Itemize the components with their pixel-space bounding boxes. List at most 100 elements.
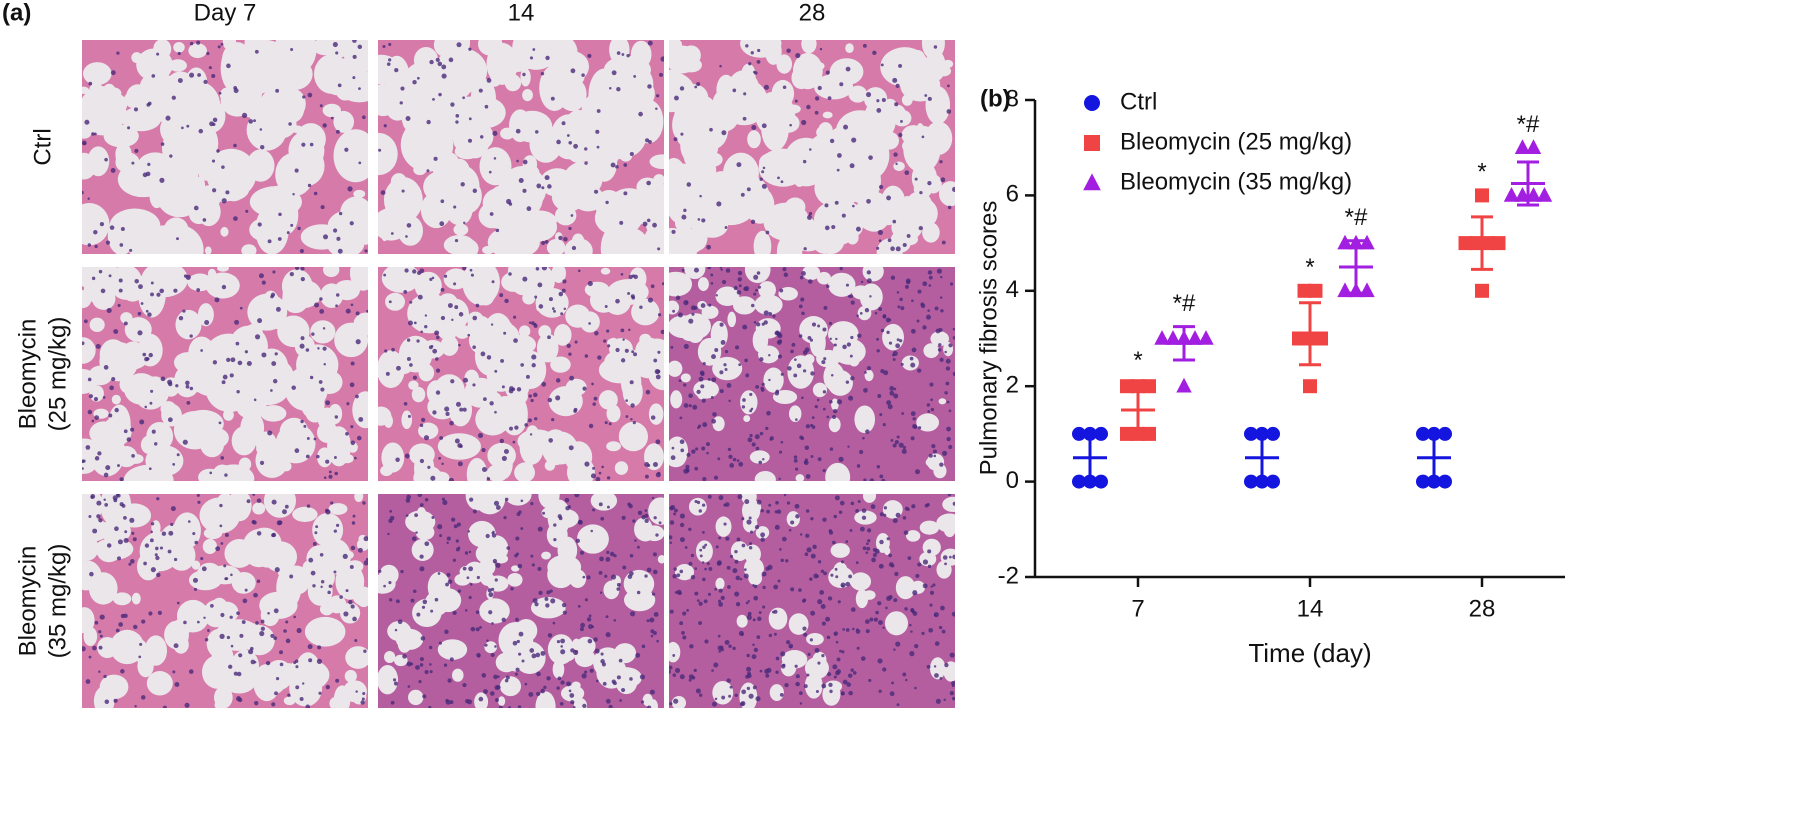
nucleus	[808, 279, 813, 284]
nucleus	[802, 350, 808, 355]
nucleus	[171, 95, 176, 100]
nucleus	[720, 340, 726, 345]
nucleus	[357, 44, 363, 50]
nucleus	[646, 619, 650, 623]
nucleus	[889, 390, 895, 396]
nucleus	[458, 343, 461, 347]
nucleus	[224, 532, 229, 537]
nucleus	[894, 571, 899, 577]
alveolus	[499, 349, 522, 371]
nucleus	[88, 655, 92, 659]
nucleus	[744, 285, 750, 292]
nucleus	[142, 352, 147, 357]
nucleus	[573, 649, 579, 656]
alveolus	[569, 569, 587, 588]
alveolus	[274, 40, 317, 75]
nucleus	[126, 437, 132, 442]
nucleus	[271, 702, 276, 707]
nucleus	[424, 324, 428, 329]
nucleus	[500, 358, 505, 363]
nucleus	[632, 519, 636, 523]
nucleus	[189, 334, 193, 338]
alveolus	[484, 535, 509, 562]
nucleus	[921, 135, 925, 139]
nucleus	[145, 171, 151, 177]
alveolus	[615, 670, 638, 695]
nucleus	[903, 530, 909, 535]
nucleus	[494, 369, 498, 373]
nucleus	[759, 431, 764, 436]
nucleus	[856, 646, 860, 650]
alveolus	[211, 159, 246, 198]
nucleus	[215, 546, 221, 552]
nucleus	[560, 638, 565, 644]
nucleus	[197, 73, 201, 77]
alveolus	[909, 49, 925, 64]
nucleus	[815, 689, 819, 694]
nucleus	[309, 375, 314, 380]
nucleus	[679, 522, 685, 528]
nucleus	[876, 99, 880, 103]
nucleus	[752, 685, 757, 690]
nucleus	[866, 546, 871, 551]
nucleus	[732, 88, 737, 93]
nucleus	[728, 454, 733, 459]
alveolus	[149, 232, 165, 241]
alveolus	[344, 669, 357, 683]
nucleus	[762, 458, 765, 461]
nucleus	[777, 176, 780, 180]
nucleus	[339, 595, 343, 599]
nucleus	[208, 66, 212, 70]
nucleus	[744, 499, 750, 505]
nucleus	[271, 533, 276, 538]
alveolus	[522, 165, 540, 181]
nucleus	[833, 631, 839, 636]
nucleus	[637, 510, 643, 516]
nucleus	[441, 64, 447, 70]
nucleus	[776, 331, 782, 337]
nucleus	[716, 560, 722, 566]
nucleus	[758, 611, 762, 614]
alveolus	[745, 186, 775, 224]
nucleus	[938, 625, 943, 630]
nucleus	[881, 478, 886, 481]
nucleus	[947, 205, 952, 210]
nucleus	[836, 657, 841, 662]
nucleus	[720, 595, 725, 601]
nucleus	[506, 546, 511, 550]
alveolus	[111, 394, 121, 405]
nucleus	[312, 584, 316, 588]
nucleus	[829, 138, 835, 144]
nucleus	[499, 293, 504, 298]
nucleus	[688, 393, 693, 399]
nucleus	[845, 628, 850, 632]
nucleus	[929, 603, 933, 607]
nucleus	[85, 445, 91, 450]
alveolus	[100, 519, 131, 543]
column-label: 28	[799, 0, 826, 26]
nucleus	[568, 141, 573, 145]
nucleus	[185, 380, 190, 386]
nucleus	[186, 400, 191, 405]
nucleus	[819, 47, 823, 51]
alveolus	[82, 535, 99, 561]
nucleus	[486, 477, 491, 481]
nucleus	[928, 627, 934, 633]
nucleus	[865, 91, 872, 98]
alveolus	[383, 177, 423, 223]
nucleus	[318, 691, 322, 695]
nucleus	[850, 300, 855, 305]
nucleus	[842, 628, 846, 631]
alveolus	[614, 461, 629, 475]
nucleus	[673, 698, 679, 704]
point	[1154, 330, 1170, 345]
nucleus	[768, 354, 771, 357]
nucleus	[940, 605, 945, 611]
nucleus	[116, 51, 120, 55]
nucleus	[233, 671, 238, 676]
nucleus	[730, 554, 734, 558]
nucleus	[886, 595, 892, 601]
alveolus	[848, 352, 860, 367]
nucleus	[718, 536, 722, 540]
nucleus	[864, 308, 870, 313]
